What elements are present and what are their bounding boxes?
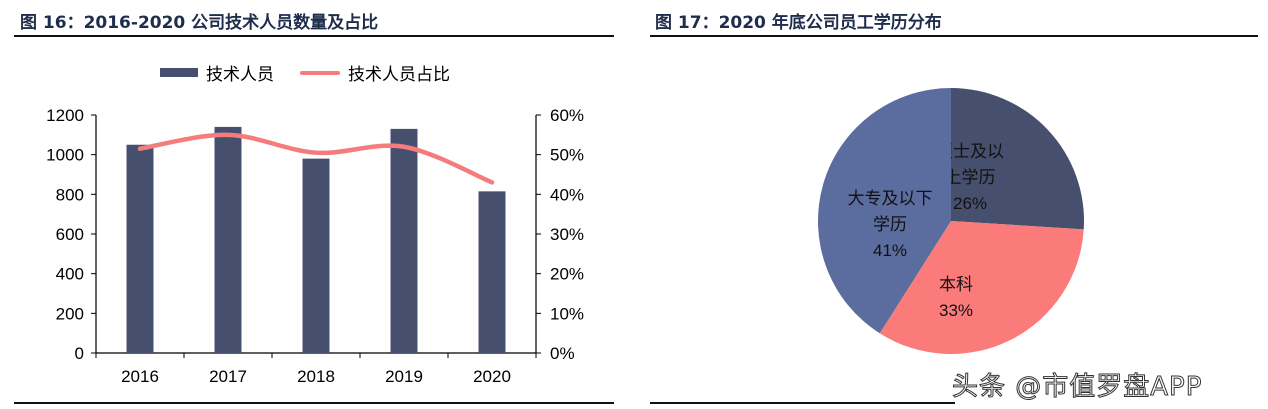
pie-slice [951, 88, 1084, 230]
bar-2018 [302, 158, 330, 353]
ratio-line [137, 132, 495, 185]
pie-label: 41% [873, 241, 907, 260]
right-tick-label: 60% [550, 106, 584, 125]
x-tick-label: 2018 [297, 367, 335, 386]
pie-label: 本科 [939, 275, 973, 294]
right-tick-label: 10% [550, 304, 584, 323]
figure16-title-rule [14, 35, 614, 37]
legend-line-label: 技术人员占比 [348, 65, 450, 85]
left-tick-label: 400 [56, 265, 84, 284]
right-tick-label: 20% [550, 265, 584, 284]
pie-label: 上学历 [945, 168, 996, 187]
x-tick-label: 2017 [209, 367, 247, 386]
pie-slice [879, 221, 1084, 354]
bar-2017 [214, 126, 242, 354]
left-tick-label: 800 [56, 185, 84, 204]
pie-label: 硕士及以 [936, 142, 1004, 161]
figure16-legend: 技术人员 技术人员占比 [160, 60, 450, 85]
left-tick-label: 0 [75, 344, 84, 363]
pie-slice [818, 88, 951, 334]
legend-bar-label: 技术人员 [206, 65, 274, 85]
pie-label: 33% [939, 301, 973, 320]
figure16-chart: 0 200 400 600 800 1000 1200 0% 10% 20% 30% 40% 50% 60… [46, 106, 584, 386]
figure17-title: 图 17：2020 年底公司员工学历分布 [655, 13, 942, 33]
pie-label: 大专及以下 [848, 189, 933, 208]
left-tick-label: 200 [56, 304, 84, 323]
bar-2020 [478, 191, 506, 353]
bar-2016 [126, 144, 154, 353]
right-tick-label: 0% [550, 344, 575, 363]
left-tick-label: 1000 [46, 146, 84, 165]
x-tick-label: 2019 [385, 367, 423, 386]
bar-2019 [390, 128, 418, 353]
pie-label: 学历 [873, 215, 907, 234]
watermark: 头条 @市值罗盘APP [951, 372, 1203, 403]
left-tick-label: 600 [56, 225, 84, 244]
legend-line-swatch [300, 70, 340, 75]
x-tick-label: 2016 [121, 367, 159, 386]
figure17-bottom-rule [650, 402, 955, 404]
right-tick-label: 30% [550, 225, 584, 244]
pie-label: 26% [953, 194, 987, 213]
legend-bar-swatch [160, 68, 198, 77]
right-tick-label: 40% [550, 185, 584, 204]
figure16-title: 图 16：2016-2020 公司技术人员数量及占比 [20, 13, 379, 33]
right-tick-label: 50% [550, 146, 584, 165]
figure16-bottom-rule [14, 402, 614, 404]
figure17-title-rule [650, 35, 1258, 37]
left-tick-label: 1200 [46, 106, 84, 125]
x-tick-label: 2020 [473, 367, 511, 386]
